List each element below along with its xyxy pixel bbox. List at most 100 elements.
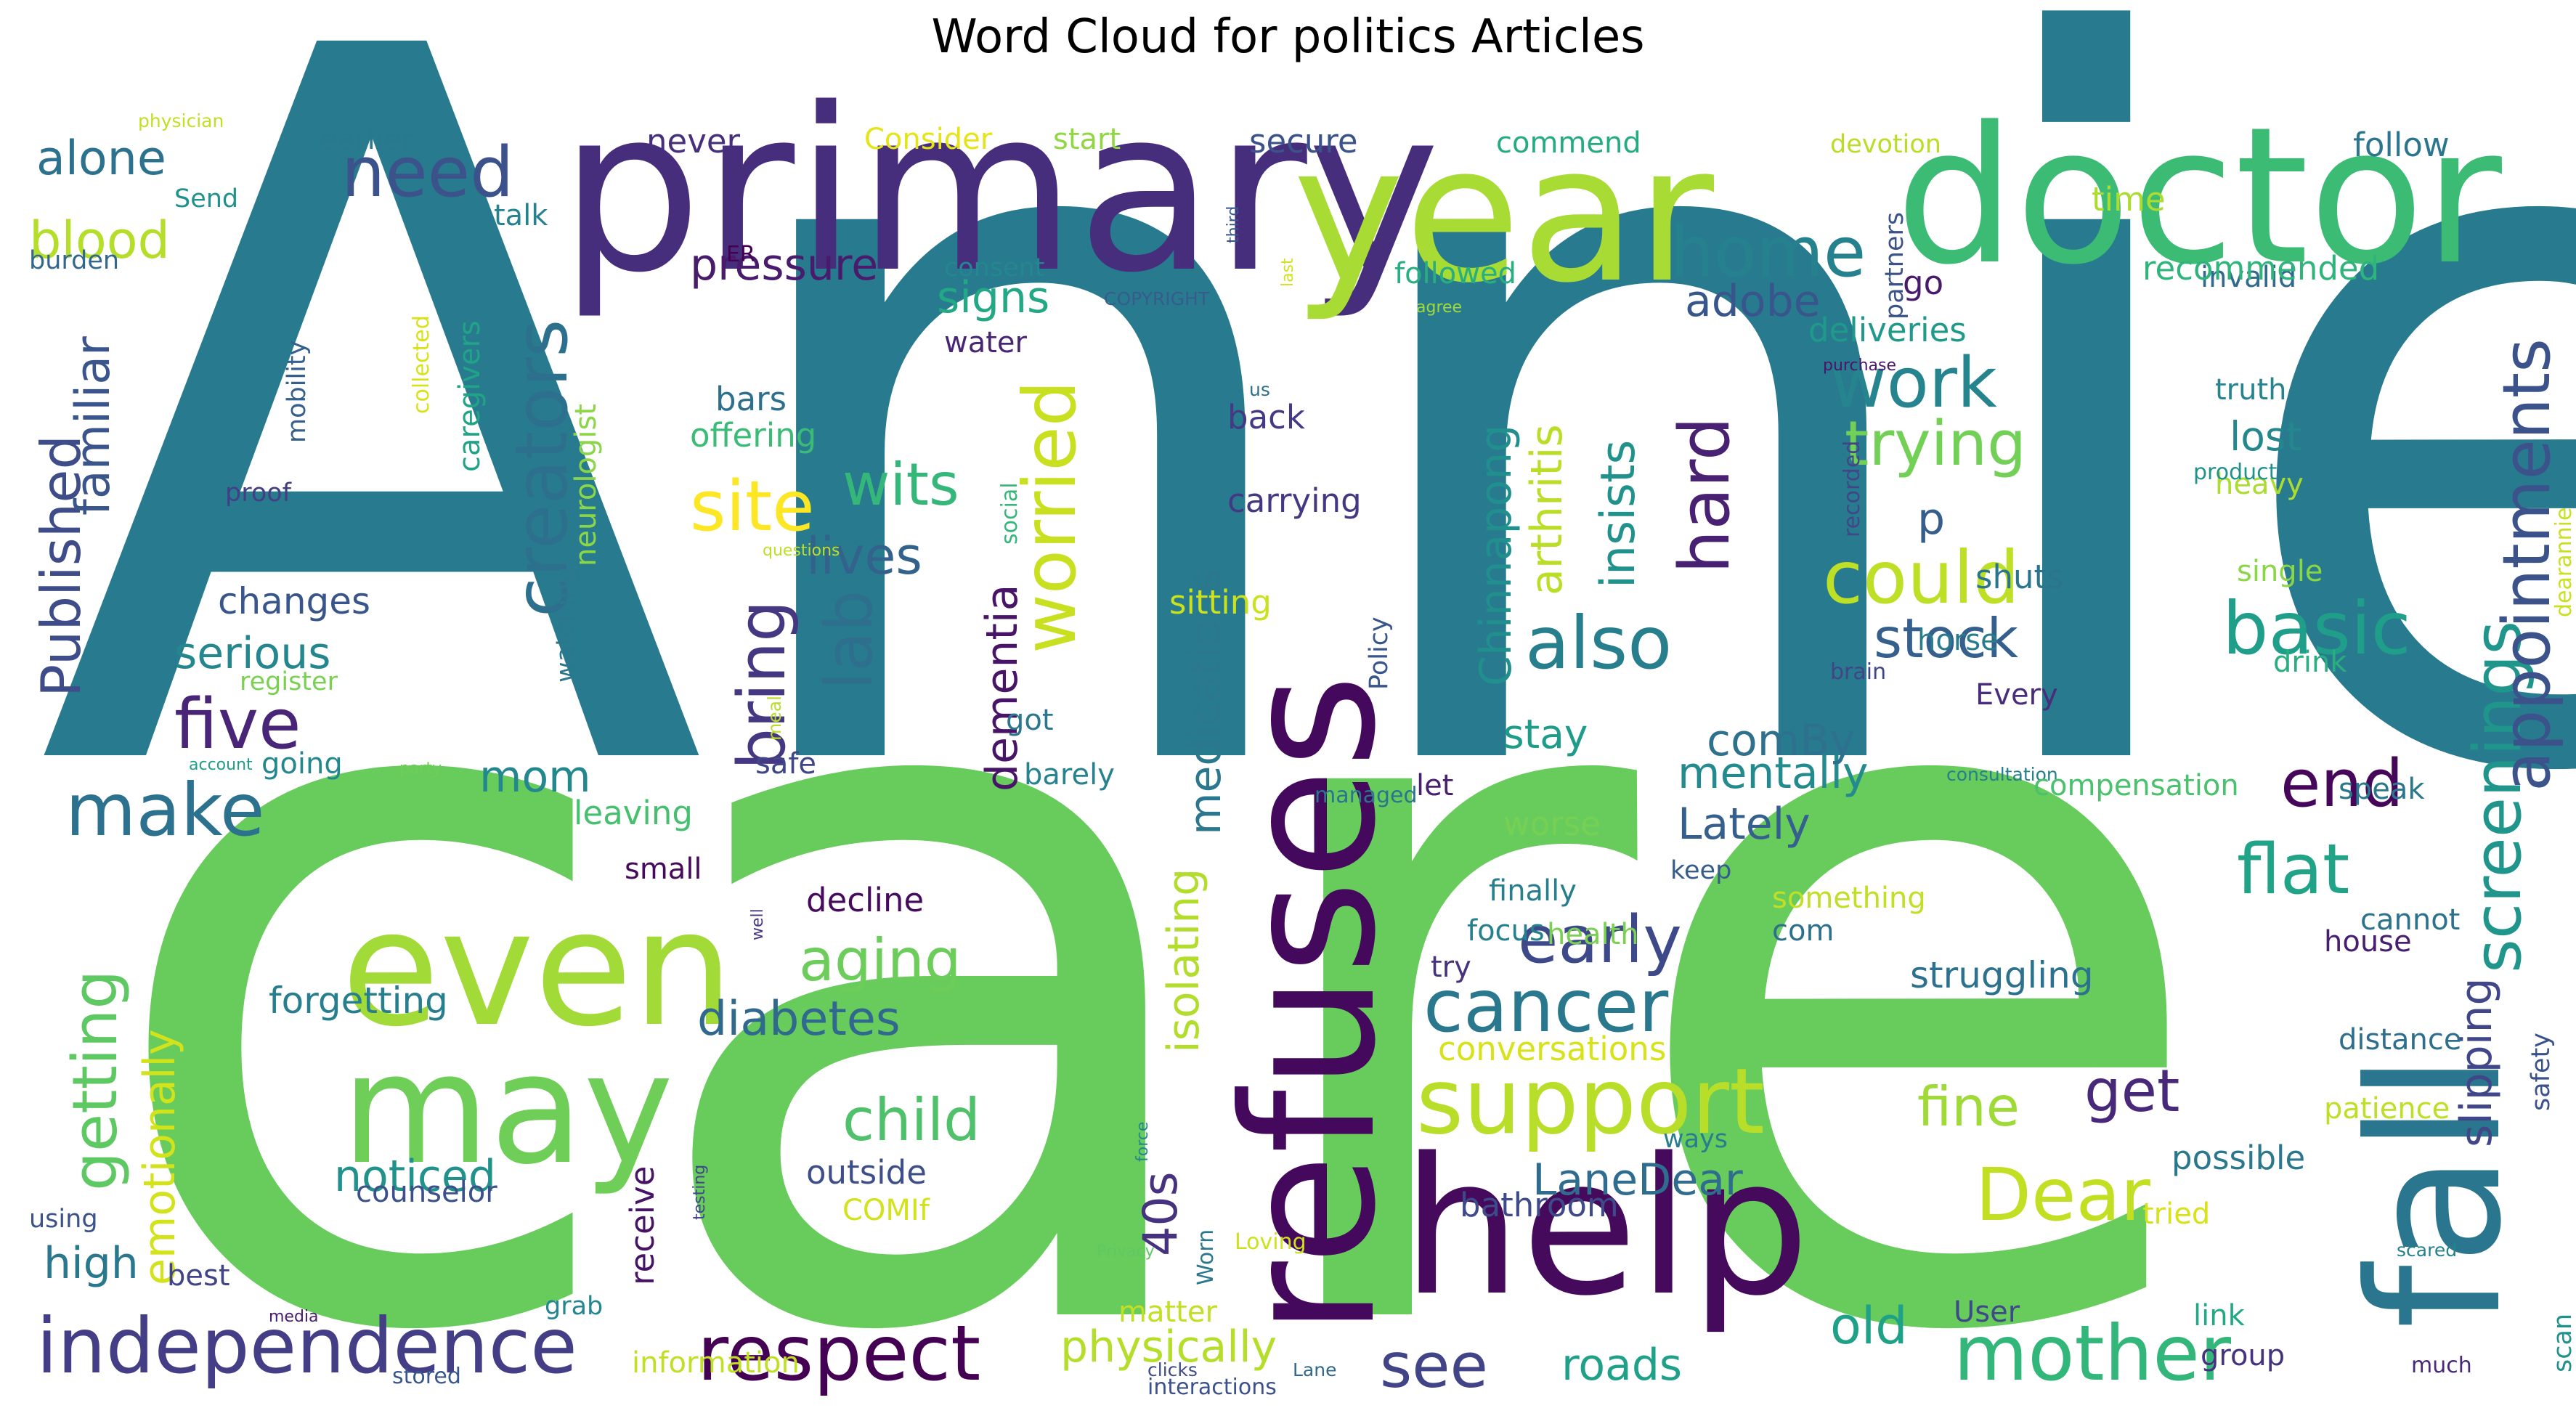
- word-shuts: shuts: [1975, 558, 2064, 596]
- word-truth: truth: [2215, 373, 2287, 407]
- word-try: try: [1431, 951, 1471, 984]
- word-com: com: [1772, 914, 1834, 948]
- word-every: Every: [1975, 678, 2058, 712]
- word-matter: matter: [1118, 1295, 1217, 1329]
- word-slipping: slipping: [2451, 977, 2502, 1147]
- word-serious: serious: [174, 628, 331, 679]
- word-high: high: [44, 1238, 139, 1289]
- word-house: house: [2324, 925, 2412, 959]
- word-arthritis: arthritis: [1521, 424, 1572, 595]
- word-enough: enough: [1789, 397, 1814, 479]
- word-early: early: [1518, 902, 1682, 978]
- word-pressure: pressure: [690, 240, 878, 290]
- word-caregivers: caregivers: [453, 320, 487, 472]
- word-small: small: [625, 852, 702, 886]
- word-purchase: purchase: [1823, 357, 1896, 375]
- word-roads: roads: [1561, 1340, 1682, 1391]
- word-lost: lost: [2230, 413, 2301, 460]
- word-could: could: [1823, 535, 2020, 620]
- word-home: home: [1670, 213, 1866, 293]
- word-sitting: sitting: [1169, 583, 1272, 622]
- word-horse: horse: [1917, 624, 1999, 657]
- word-never: never: [646, 122, 741, 160]
- word-receive: receive: [623, 1166, 662, 1285]
- word-physically: physically: [1060, 1322, 1277, 1372]
- word-health: health: [1547, 918, 1639, 951]
- word-flat: flat: [2237, 830, 2349, 910]
- word-lives: lives: [806, 526, 922, 586]
- word-mom: mom: [479, 752, 591, 802]
- word-worse: worse: [1503, 805, 1601, 843]
- word-speak: speak: [2339, 773, 2425, 806]
- word-much: much: [2411, 1353, 2472, 1378]
- word-conversations: conversations: [1438, 1030, 1666, 1068]
- word-last: last: [1279, 258, 1297, 287]
- word-noticed: noticed: [334, 1151, 496, 1202]
- word-copyright: COPYRIGHT: [1104, 288, 1210, 309]
- word-scan: scan: [2548, 1314, 2576, 1372]
- word-policy: Policy: [1365, 616, 1394, 690]
- word-bring: bring: [724, 601, 800, 770]
- word-cancer: cancer: [1423, 964, 1669, 1049]
- word-medications: medications: [1180, 569, 1231, 835]
- word-register: register: [240, 667, 338, 696]
- word-doctor: doctor: [1896, 87, 2504, 306]
- word-testing: testing: [691, 1165, 709, 1220]
- word-forgetting: forgetting: [269, 980, 448, 1022]
- word-single: single: [2237, 555, 2323, 588]
- word-collected: collected: [409, 315, 434, 414]
- word-media: media: [269, 1308, 319, 1326]
- word-brain: brain: [1830, 659, 1886, 685]
- word-er: ER: [726, 242, 755, 267]
- word-agree: agree: [1416, 298, 1462, 317]
- word-consent: consent: [944, 253, 1045, 282]
- word-drink: drink: [2273, 646, 2347, 679]
- word-ways: ways: [1663, 1125, 1728, 1154]
- word-get: get: [2084, 1057, 2179, 1125]
- word-something: something: [1772, 882, 1926, 915]
- word-followed: followed: [1394, 257, 1516, 290]
- word-partners: partners: [1880, 212, 1909, 320]
- word-creators: creators: [499, 320, 584, 617]
- word-focus: focus: [1467, 914, 1545, 948]
- word-dearannie: dearannie: [2551, 508, 2576, 617]
- word-let: let: [1416, 769, 1453, 802]
- word-fall: fall: [2330, 1053, 2541, 1329]
- word-third: third: [1224, 206, 1243, 243]
- word-leaving: leaving: [574, 794, 693, 832]
- word-time: time: [2092, 180, 2166, 219]
- word-devotion: devotion: [1830, 130, 1941, 159]
- word-lane: Lane: [1293, 1359, 1336, 1380]
- word-getting: getting: [60, 970, 131, 1191]
- word-counselor: counselor: [356, 1176, 497, 1209]
- word-recommended: recommended: [2142, 249, 2379, 288]
- word-neurologist: neurologist: [569, 404, 603, 566]
- word-possible: possible: [2171, 1139, 2305, 1177]
- word-secure: secure: [1249, 122, 1358, 160]
- word-clicks: clicks: [1147, 1359, 1198, 1380]
- word-proof: proof: [225, 479, 292, 508]
- word-start: start: [1053, 123, 1121, 156]
- word-isolating: isolating: [1158, 868, 1209, 1053]
- word-changes: changes: [218, 580, 370, 622]
- word-using: using: [29, 1205, 98, 1234]
- word-commend: commend: [1496, 126, 1641, 160]
- word-managed: managed: [1315, 783, 1418, 808]
- word-carrying: carrying: [1227, 481, 1362, 520]
- word-site: site: [690, 467, 815, 547]
- word-p: p: [1917, 494, 1945, 545]
- word-old: old: [1830, 1296, 1908, 1356]
- word-safety: safety: [2527, 1033, 2556, 1111]
- word-stored: stored: [392, 1364, 461, 1389]
- word-annie: Annie: [36, 0, 2576, 987]
- word-consultation: consultation: [1946, 764, 2058, 785]
- word-40s: 40s: [1134, 1171, 1188, 1256]
- word-worried: worried: [1007, 381, 1092, 654]
- word-best: best: [167, 1259, 230, 1293]
- word-respect: respect: [697, 1309, 980, 1398]
- word-mentally: mentally: [1678, 748, 1869, 799]
- word-link: link: [2193, 1299, 2246, 1332]
- word-hard: hard: [1665, 417, 1745, 574]
- word-need: need: [341, 133, 513, 213]
